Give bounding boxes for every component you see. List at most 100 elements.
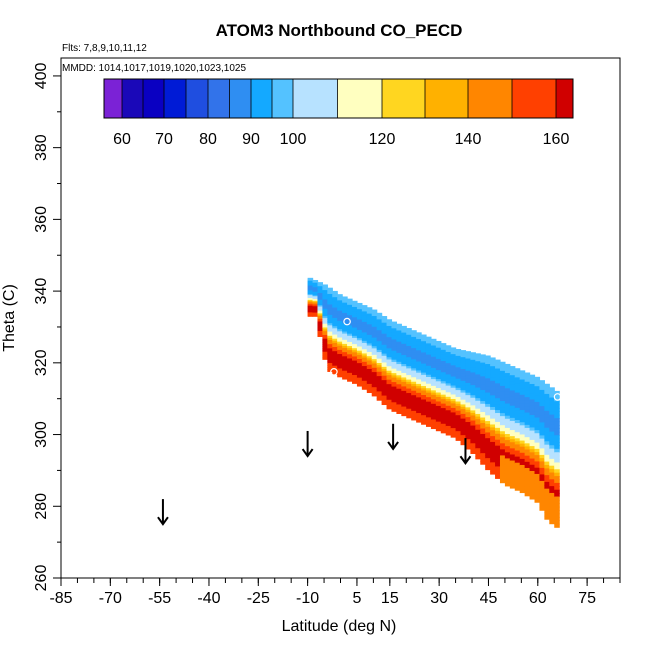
heatmap-cell [421, 395, 427, 398]
heatmap-cell [396, 411, 402, 414]
heatmap-cell [366, 349, 373, 353]
heatmap-cell [411, 404, 417, 407]
heatmap-cell [529, 495, 536, 500]
heatmap-cell [544, 424, 550, 429]
heatmap-cell [514, 484, 521, 488]
heatmap-cell [307, 308, 314, 311]
heatmap-cell [440, 399, 447, 402]
heatmap-cell [435, 365, 442, 369]
x-axis: -85 -70 -55 -40 -25 -10 5 15 30 45 60 75 [49, 578, 621, 607]
heatmap-cell [455, 374, 462, 377]
heatmap-cell [356, 373, 363, 377]
heatmap-cell [356, 352, 363, 356]
heatmap-cell [519, 464, 526, 469]
heatmap-cell [322, 305, 328, 308]
heatmap-cell [524, 403, 531, 407]
heatmap-cell [430, 367, 437, 371]
heatmap-cell [356, 313, 363, 316]
heatmap-cell [475, 421, 481, 426]
heatmap-cell [504, 437, 511, 441]
heatmap-cell [401, 399, 407, 403]
heatmap-cell [509, 436, 516, 440]
heatmap-cell [401, 377, 407, 381]
heatmap-cell [440, 358, 447, 362]
heatmap-cell [465, 444, 471, 448]
heatmap-cell [430, 385, 437, 389]
colorbar-swatch [251, 79, 272, 118]
heatmap-cell [406, 368, 412, 372]
heatmap-cell [435, 399, 442, 403]
heatmap-cell [337, 323, 343, 326]
heatmap-cell [445, 385, 452, 389]
heatmap-cell [361, 319, 368, 323]
heatmap-cell [347, 329, 353, 333]
heatmap-cell [554, 407, 560, 412]
heatmap-cell [524, 455, 531, 460]
heatmap-cell [529, 415, 536, 419]
heatmap-cell [524, 471, 531, 475]
heatmap-cell [519, 425, 526, 429]
heatmap-cell [327, 360, 333, 364]
heatmap-cell [332, 371, 338, 375]
heatmap-cell [327, 367, 333, 370]
heatmap-cell [425, 421, 432, 425]
heatmap-cell [450, 432, 457, 436]
heatmap-cell [524, 409, 531, 414]
heatmap-cell [440, 376, 447, 380]
heatmap-cell [554, 482, 560, 487]
heatmap-cell [490, 421, 496, 426]
heatmap-cell [485, 460, 491, 465]
heatmap-cell [519, 379, 526, 384]
heatmap-cell [332, 328, 338, 331]
heatmap-cell [386, 343, 393, 347]
heatmap-cell [470, 440, 476, 444]
heatmap-cell [371, 320, 378, 324]
heatmap-cell [352, 315, 358, 318]
heatmap-cell [470, 387, 476, 391]
heatmap-cell [401, 390, 407, 394]
heatmap-cell [519, 471, 526, 475]
heatmap-cell [514, 407, 521, 412]
heatmap-cell [524, 474, 531, 478]
heatmap-cell [386, 379, 393, 383]
heatmap-cell [480, 439, 486, 443]
heatmap-cell [509, 369, 516, 373]
heatmap-cell [317, 328, 324, 331]
heatmap-cell [480, 406, 486, 410]
heatmap-cell [554, 424, 560, 429]
heatmap-cell [554, 479, 560, 484]
heatmap-cell [450, 356, 457, 360]
heatmap-cell [549, 492, 555, 497]
heatmap-cell [499, 404, 506, 408]
heatmap-cell [352, 335, 358, 339]
heatmap-cell [425, 397, 432, 401]
heatmap-cell [317, 330, 324, 333]
heatmap-cell [465, 365, 471, 369]
heatmap-cell [381, 327, 388, 330]
heatmap-cell [465, 436, 471, 440]
heatmap-cell [485, 455, 491, 459]
heatmap-cell [347, 302, 353, 306]
heatmap-cell [465, 385, 471, 389]
heatmap-cell [386, 397, 393, 401]
heatmap-cell [534, 495, 541, 500]
heatmap-cell [435, 401, 442, 405]
heatmap-cell [460, 397, 467, 401]
heatmap-cell [406, 339, 412, 343]
heatmap-cell [509, 484, 516, 489]
heatmap-cell [425, 415, 432, 418]
heatmap-cell [406, 410, 412, 414]
heatmap-cell [332, 359, 338, 363]
heatmap-cell [514, 435, 521, 439]
heatmap-cell [361, 372, 368, 376]
heatmap-cell [450, 363, 457, 366]
heatmap-cell [371, 352, 378, 356]
heatmap-cell [307, 312, 314, 314]
heatmap-cell [554, 476, 560, 481]
heatmap-cell [396, 348, 402, 352]
heatmap-cell [361, 305, 368, 308]
heatmap-cell [337, 354, 343, 357]
heatmap-cell [475, 387, 481, 391]
heatmap-cell [450, 367, 457, 371]
heatmap-cell [455, 364, 462, 368]
